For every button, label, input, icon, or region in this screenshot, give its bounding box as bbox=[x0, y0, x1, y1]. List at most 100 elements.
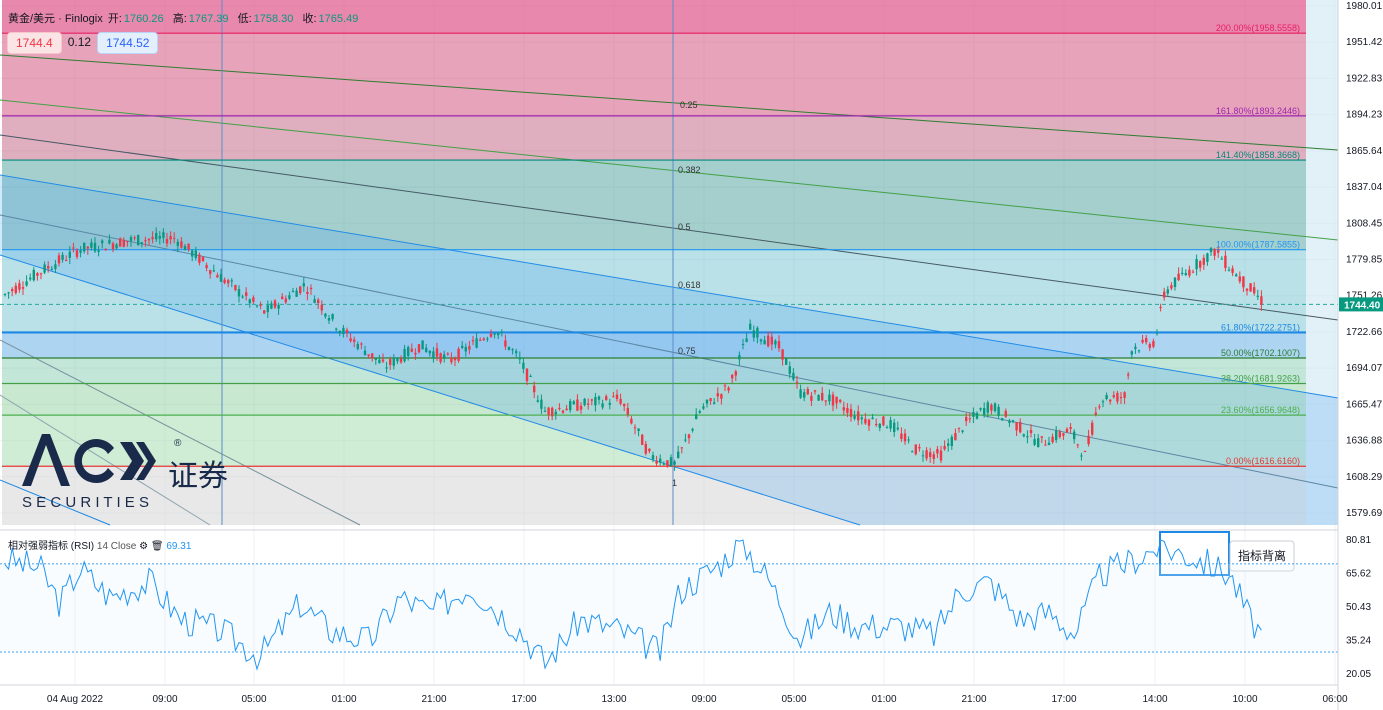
candle bbox=[1256, 289, 1259, 301]
fib-level-label: 23.60%(1656.9648) bbox=[1221, 405, 1300, 415]
candle bbox=[936, 445, 939, 459]
candle bbox=[741, 338, 745, 350]
rsi-line bbox=[4, 539, 1262, 671]
candle bbox=[914, 443, 917, 456]
candle bbox=[72, 242, 75, 253]
candle bbox=[133, 235, 136, 241]
trade-buttons: 1744.4 0.12 1744.52 bbox=[7, 32, 159, 54]
candle bbox=[482, 337, 485, 342]
time-tick-label: 05:00 bbox=[781, 694, 806, 705]
candle bbox=[414, 348, 417, 360]
candle bbox=[183, 244, 187, 251]
candle bbox=[191, 249, 194, 262]
time-tick-label: 10:00 bbox=[1232, 694, 1257, 705]
candle bbox=[187, 243, 190, 252]
candle bbox=[551, 406, 554, 421]
candle bbox=[205, 262, 208, 272]
candle bbox=[421, 340, 424, 350]
candle bbox=[288, 291, 291, 301]
fib-zone bbox=[2, 332, 1306, 358]
channel-line bbox=[0, 99, 1339, 241]
channel-line bbox=[0, 479, 111, 526]
candle bbox=[759, 338, 763, 345]
candle bbox=[86, 246, 89, 255]
candle bbox=[14, 282, 17, 295]
candle bbox=[565, 404, 568, 411]
candle bbox=[817, 394, 820, 401]
candle bbox=[1119, 391, 1123, 405]
candle bbox=[1213, 248, 1216, 261]
candle bbox=[446, 352, 449, 356]
candle bbox=[871, 413, 874, 420]
candle bbox=[425, 343, 428, 353]
candle bbox=[925, 447, 928, 461]
candle bbox=[961, 429, 964, 434]
candle bbox=[1170, 282, 1173, 291]
candle bbox=[1062, 432, 1065, 440]
candle bbox=[515, 348, 518, 358]
candle bbox=[1083, 450, 1087, 453]
candle bbox=[723, 383, 727, 392]
time-tick-label: 14:00 bbox=[1142, 694, 1167, 705]
candle bbox=[659, 454, 662, 466]
candle bbox=[1177, 267, 1180, 282]
candle bbox=[853, 410, 856, 421]
candle bbox=[993, 402, 997, 413]
trash-icon[interactable]: 🗑 bbox=[150, 541, 164, 552]
candle bbox=[968, 412, 971, 423]
candle bbox=[648, 448, 651, 454]
svg-text:证券: 证券 bbox=[168, 459, 228, 494]
candle bbox=[198, 252, 201, 266]
fib-level-label: 200.00%(1958.5558) bbox=[1216, 23, 1300, 33]
rsi-name: 相对强弱指标 (RSI) bbox=[8, 541, 95, 552]
candle bbox=[878, 422, 881, 432]
candle bbox=[1220, 256, 1223, 260]
candle bbox=[554, 409, 557, 420]
divergence-label: 指标背离 bbox=[1238, 548, 1286, 563]
candle bbox=[587, 398, 590, 410]
candle bbox=[777, 335, 781, 352]
candle bbox=[1188, 265, 1191, 278]
candle bbox=[1109, 398, 1112, 405]
settings-icon[interactable]: ⚙ bbox=[139, 541, 149, 552]
time-tick-label: 01:00 bbox=[331, 694, 356, 705]
candle bbox=[1019, 418, 1022, 434]
candle bbox=[331, 313, 334, 322]
candle bbox=[367, 354, 370, 359]
candle bbox=[702, 403, 705, 410]
candle bbox=[1217, 246, 1220, 258]
fib-level-label: 141.40%(1858.3668) bbox=[1216, 150, 1300, 160]
candle bbox=[266, 300, 269, 318]
buy-button[interactable]: 1744.52 bbox=[97, 32, 159, 54]
sell-button[interactable]: 1744.4 bbox=[7, 32, 62, 54]
candle bbox=[194, 246, 197, 261]
open-value: 1760.26 bbox=[123, 13, 164, 25]
candle bbox=[918, 443, 921, 452]
candle bbox=[803, 388, 806, 402]
candle bbox=[25, 275, 28, 287]
candle bbox=[219, 268, 223, 282]
candle bbox=[860, 415, 863, 425]
candle bbox=[57, 252, 61, 267]
candle bbox=[309, 284, 313, 295]
candle bbox=[1141, 334, 1144, 344]
candle bbox=[500, 329, 503, 337]
candle bbox=[1134, 343, 1137, 354]
candle bbox=[302, 277, 305, 292]
candle bbox=[601, 399, 604, 410]
candle bbox=[165, 232, 169, 248]
fib-level-label: 38.20%(1681.9263) bbox=[1221, 374, 1300, 384]
candle bbox=[1015, 422, 1018, 437]
candle bbox=[1235, 272, 1238, 277]
fib-zone bbox=[2, 249, 1306, 333]
candle bbox=[1163, 287, 1166, 301]
candle bbox=[75, 248, 79, 260]
time-tick-label: 17:00 bbox=[511, 694, 536, 705]
candle bbox=[428, 350, 431, 357]
time-tick-label: 21:00 bbox=[961, 694, 986, 705]
candle bbox=[342, 324, 345, 338]
candle bbox=[857, 405, 860, 426]
price-tick-label: 1636.88 bbox=[1346, 436, 1383, 447]
acy-logo: ® 证券 S E C U R I T I E S bbox=[22, 434, 228, 511]
